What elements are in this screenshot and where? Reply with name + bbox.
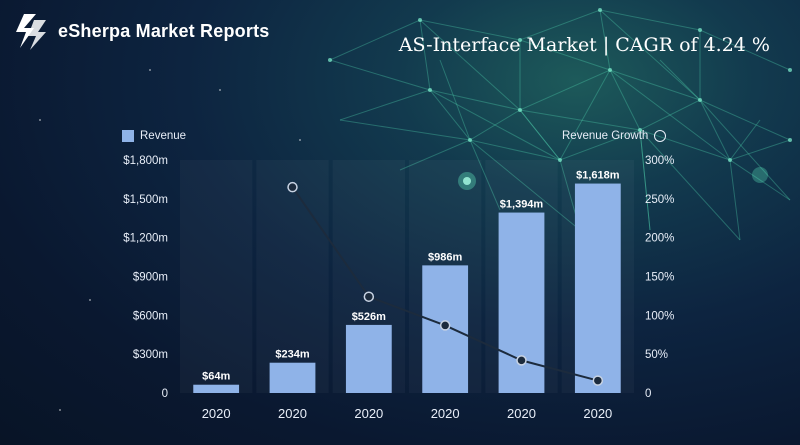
y-right-tick-label: 200% <box>645 233 674 245</box>
y-right-tick-label: 250% <box>645 194 674 206</box>
bar-data-label: $234m <box>275 349 309 361</box>
column-band <box>180 160 252 393</box>
page-title: AS-Interface Market | CAGR of 4.24 % <box>398 34 770 56</box>
revenue-bar <box>498 212 545 393</box>
bar-data-label: $64m <box>202 371 230 383</box>
growth-point <box>516 355 527 366</box>
brand-name: eSherpa Market Reports <box>58 20 270 41</box>
legend-revenue-swatch <box>122 130 134 142</box>
bar-data-label: $986m <box>428 251 462 263</box>
x-tick-label: 2020 <box>583 406 612 421</box>
revenue-bar <box>574 183 621 393</box>
growth-point <box>439 320 451 331</box>
x-tick-label: 2020 <box>354 406 383 421</box>
brand-header: eSherpa Market Reports <box>10 10 269 52</box>
y-left-tick-label: $300m <box>133 349 168 361</box>
x-tick-label: 2020 <box>278 406 307 421</box>
legend-growth-marker <box>654 130 667 142</box>
growth-point <box>287 181 298 193</box>
x-tick-label: 2020 <box>507 406 536 421</box>
x-tick-label: 2020 <box>202 406 231 421</box>
y-left-tick-label: $600m <box>133 310 168 322</box>
revenue-bar <box>269 362 316 393</box>
growth-point <box>363 291 375 302</box>
revenue-bar <box>345 324 392 393</box>
y-left-tick-label: $1,500m <box>123 194 168 206</box>
legend-growth-label: Revenue Growth <box>562 130 649 142</box>
y-right-tick-label: 300% <box>645 155 674 167</box>
legend-revenue-label: Revenue <box>140 130 187 142</box>
revenue-bar <box>193 384 240 393</box>
y-right-tick-label: 50% <box>645 349 668 361</box>
esherpa-logo-icon <box>16 14 46 50</box>
y-left-tick-label: $900m <box>133 272 168 284</box>
legend-growth: Revenue Growth <box>562 130 667 142</box>
y-left-tick-label: 0 <box>162 388 168 400</box>
y-right-tick-label: 150% <box>645 272 674 284</box>
y-right-tick-label: 0 <box>645 388 651 400</box>
bar-data-label: $1,618m <box>576 170 620 182</box>
bar-data-label: $1,394m <box>500 199 544 211</box>
y-left-tick-label: $1,800m <box>123 155 168 167</box>
bar-data-label: $526m <box>352 311 386 323</box>
y-left-tick-label: $1,200m <box>123 233 168 245</box>
x-tick-label: 2020 <box>431 406 460 421</box>
legend-revenue: Revenue <box>122 130 186 142</box>
growth-point <box>592 375 604 386</box>
y-right-tick-label: 100% <box>645 310 674 322</box>
